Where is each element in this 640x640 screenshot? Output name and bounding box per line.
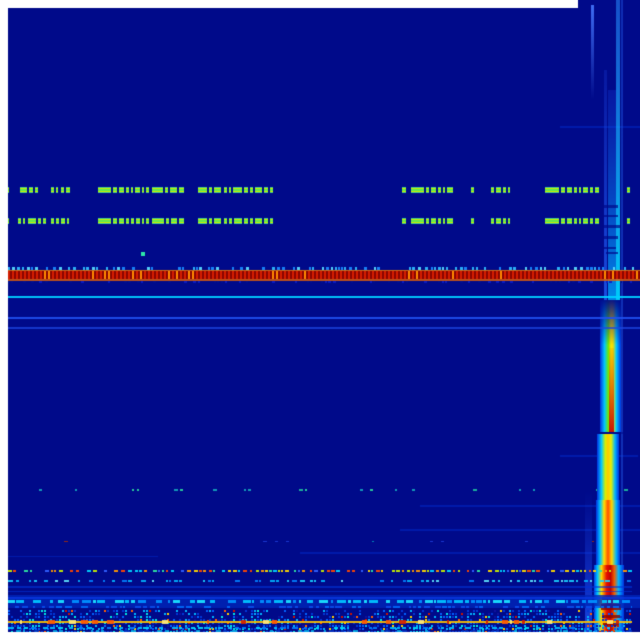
spectrogram-heatmap-canvas (0, 0, 640, 640)
spectrogram-screenshot (0, 0, 640, 640)
